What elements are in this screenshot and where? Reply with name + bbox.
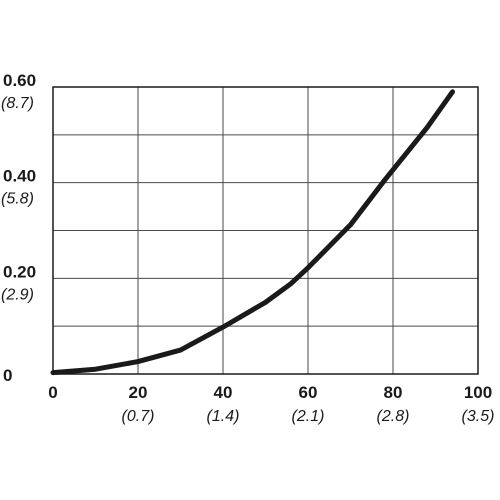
y-tick-label: 0.20 (3, 262, 36, 281)
x-tick-label: 0 (48, 383, 57, 402)
grid (52, 86, 479, 375)
y-tick-label: 0.60 (3, 71, 36, 90)
y-tick-label: 0 (3, 366, 12, 385)
y-tick-sublabel: (8.7) (1, 95, 34, 112)
y-tick-label: 0.40 (3, 167, 36, 186)
x-tick-sublabel: (0.7) (122, 408, 155, 425)
x-tick-sublabel: (3.5) (462, 408, 495, 425)
x-axis-ticks: 0 20 (0.7) 40 (1.4) 60 (2.1) 80 (2.8) 100 (3.5) (48, 383, 494, 425)
x-tick-label: 60 (299, 383, 318, 402)
plot-frame (52, 86, 479, 375)
x-tick-label: 80 (384, 383, 403, 402)
y-tick-sublabel: (5.8) (1, 191, 34, 208)
x-tick-sublabel: (1.4) (207, 408, 240, 425)
x-tick-label: 20 (129, 383, 148, 402)
x-tick-sublabel: (2.8) (377, 408, 410, 425)
series-layer (50, 89, 455, 376)
y-axis-ticks: 0 0.20 (2.9) 0.40 (5.8) 0.60 (8.7) (1, 71, 36, 385)
x-tick-label: 100 (464, 383, 492, 402)
y-tick-sublabel: (2.9) (1, 286, 34, 303)
x-tick-sublabel: (2.1) (292, 408, 325, 425)
series-line (50, 89, 455, 376)
x-tick-label: 40 (214, 383, 233, 402)
